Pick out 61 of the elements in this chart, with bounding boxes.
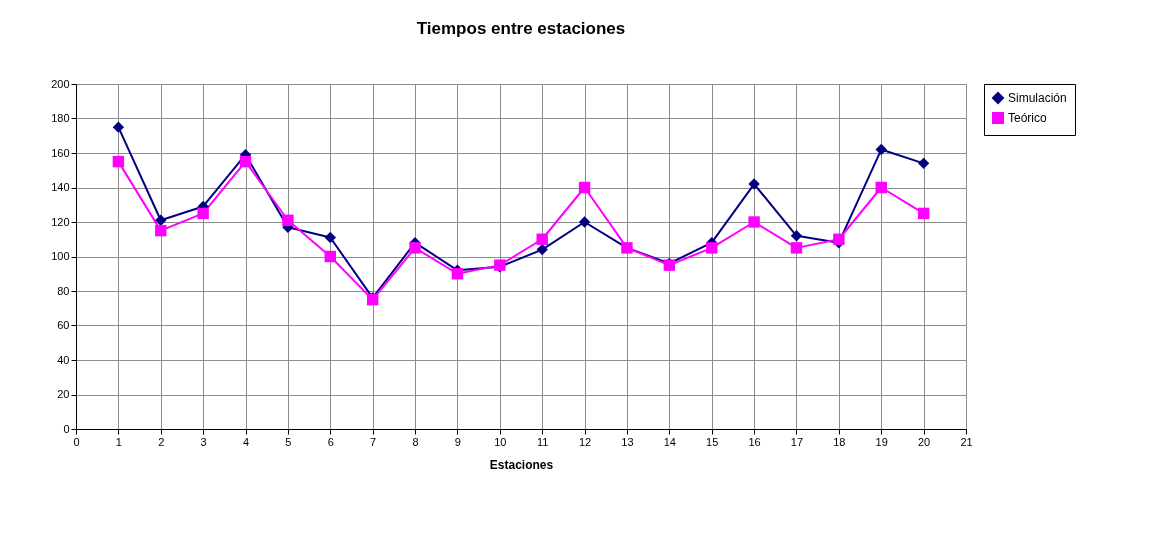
point [790, 230, 803, 242]
point [748, 178, 760, 190]
point [409, 242, 421, 254]
y-tick-label: 160 [51, 146, 70, 159]
point [875, 181, 887, 194]
x-tick-label: 16 [748, 435, 761, 448]
point [155, 224, 167, 237]
point [112, 121, 125, 133]
y-tick-label: 40 [57, 353, 70, 366]
y-tick-label: 120 [51, 215, 70, 228]
point [578, 216, 591, 228]
point [833, 233, 845, 245]
y-tick-label: 140 [51, 181, 70, 193]
y-tick-label: 180 [51, 112, 70, 124]
x-tick-label: 21 [960, 435, 973, 448]
x-tick-label: 20 [917, 435, 931, 448]
x-tick-label: 15 [706, 435, 719, 448]
point [790, 242, 803, 254]
point [324, 250, 336, 263]
x-tick-label: 7 [370, 435, 377, 448]
x-tick-label: 19 [875, 435, 888, 448]
legend-label: Teórico [1008, 111, 1048, 125]
x-tick-label: 2 [158, 435, 165, 448]
x-tick-label: 17 [790, 435, 804, 448]
point [239, 155, 252, 168]
y-tick-label: 100 [51, 250, 70, 262]
x-tick-label: 13 [621, 435, 634, 448]
legend-label: Simulación [1008, 91, 1067, 105]
point [917, 207, 930, 220]
point [282, 214, 294, 226]
y-tick-label: 20 [57, 388, 70, 400]
point [536, 233, 548, 245]
x-tick-label: 14 [663, 435, 676, 448]
point [875, 143, 887, 156]
point [197, 207, 209, 220]
y-tick-label: 60 [57, 319, 70, 331]
x-tick-label: 9 [454, 435, 461, 448]
x-tick-label: 12 [578, 435, 592, 448]
x-tick-label: 4 [242, 435, 250, 448]
point [451, 268, 464, 280]
y-tick-label: 80 [57, 284, 70, 297]
x-tick-label: 3 [200, 435, 207, 448]
point [748, 216, 760, 228]
x-axis-title: Estaciones [489, 457, 554, 472]
y-tick-label: 0 [63, 422, 70, 435]
point [706, 242, 718, 254]
point [324, 231, 336, 244]
point [578, 181, 591, 194]
x-tick-label: 0 [73, 435, 80, 448]
point [917, 157, 930, 170]
chart-title: Tiempos entre estaciones [416, 19, 626, 38]
x-tick-label: 10 [494, 435, 507, 448]
point [155, 214, 167, 226]
point [112, 155, 125, 168]
x-tick-label: 11 [536, 435, 549, 448]
x-tick-label: 8 [412, 435, 419, 448]
x-tick-label: 6 [327, 435, 334, 448]
y-tick-label: 200 [51, 77, 70, 90]
x-tick-label: 18 [833, 435, 846, 448]
x-tick-label: 5 [285, 435, 292, 448]
x-tick-label: 1 [115, 435, 122, 448]
